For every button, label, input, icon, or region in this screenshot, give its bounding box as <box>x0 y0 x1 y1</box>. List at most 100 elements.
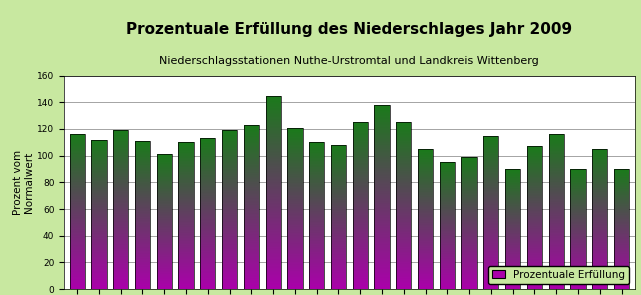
Bar <box>331 236 346 237</box>
Bar <box>309 211 324 212</box>
Bar <box>614 206 629 207</box>
Bar <box>178 151 194 152</box>
Bar <box>222 207 237 208</box>
Bar <box>592 199 608 200</box>
Bar <box>69 261 85 262</box>
Bar <box>462 205 477 206</box>
Bar <box>614 180 629 181</box>
Bar <box>374 200 390 201</box>
Bar <box>113 145 128 146</box>
Bar <box>527 215 542 216</box>
Bar <box>374 142 390 144</box>
Bar <box>331 242 346 243</box>
Bar <box>113 261 128 262</box>
Bar <box>309 220 324 221</box>
Bar <box>353 262 368 263</box>
Bar <box>69 249 85 250</box>
Bar <box>200 212 215 213</box>
Bar <box>178 256 194 257</box>
Bar <box>462 195 477 196</box>
Bar <box>265 219 281 220</box>
Bar <box>462 215 477 216</box>
Bar <box>91 167 106 168</box>
Bar <box>570 206 586 207</box>
Bar <box>614 239 629 240</box>
Bar <box>244 136 259 137</box>
Bar <box>91 187 106 188</box>
Bar <box>222 201 237 202</box>
Bar <box>462 278 477 279</box>
Bar <box>287 173 303 174</box>
Bar <box>200 242 215 243</box>
Bar <box>614 283 629 284</box>
Bar <box>331 196 346 197</box>
Bar <box>396 180 412 181</box>
Bar <box>483 214 499 215</box>
Bar <box>374 149 390 150</box>
Bar <box>483 165 499 166</box>
Bar <box>483 281 499 282</box>
Bar <box>505 280 520 281</box>
Bar <box>265 196 281 197</box>
Bar <box>309 285 324 286</box>
Bar <box>570 242 586 243</box>
Bar <box>331 146 346 147</box>
Bar <box>200 245 215 246</box>
Bar <box>244 136 259 137</box>
Bar <box>353 231 368 232</box>
Bar <box>156 287 172 288</box>
Bar <box>113 199 128 200</box>
Bar <box>549 142 564 143</box>
Bar <box>91 266 106 267</box>
Bar <box>462 211 477 212</box>
Bar <box>178 142 194 143</box>
Bar <box>200 141 215 142</box>
Bar <box>178 240 194 241</box>
Bar <box>505 264 520 265</box>
Bar <box>549 228 564 229</box>
Bar <box>462 220 477 221</box>
Bar <box>374 126 390 127</box>
Bar <box>135 276 150 277</box>
Bar <box>222 199 237 200</box>
Bar <box>505 250 520 251</box>
Bar <box>178 281 194 282</box>
Bar <box>570 194 586 195</box>
Bar <box>505 187 520 188</box>
Bar <box>374 188 390 189</box>
Bar <box>178 180 194 181</box>
Bar <box>462 234 477 235</box>
Bar <box>440 234 455 235</box>
Bar <box>418 258 433 259</box>
Bar <box>200 235 215 236</box>
Bar <box>69 204 85 205</box>
Bar <box>440 238 455 239</box>
Bar <box>244 147 259 148</box>
Bar <box>353 135 368 136</box>
Bar <box>69 277 85 278</box>
Bar <box>265 125 281 127</box>
Bar <box>309 219 324 220</box>
Bar <box>505 222 520 223</box>
Bar <box>549 226 564 227</box>
Bar <box>331 164 346 165</box>
Bar <box>113 207 128 208</box>
Bar <box>614 240 629 241</box>
Bar <box>440 206 455 207</box>
Bar <box>440 239 455 240</box>
Bar <box>483 260 499 261</box>
Bar <box>418 225 433 226</box>
Bar <box>527 187 542 188</box>
Bar <box>91 244 106 245</box>
Bar <box>614 196 629 197</box>
Bar <box>549 283 564 284</box>
Bar <box>91 156 106 157</box>
Bar <box>222 287 237 288</box>
Bar <box>244 130 259 131</box>
Bar <box>200 261 215 262</box>
Bar <box>287 161 303 162</box>
Bar <box>527 287 542 288</box>
Bar <box>549 263 564 264</box>
Bar <box>331 192 346 193</box>
Bar <box>113 279 128 280</box>
